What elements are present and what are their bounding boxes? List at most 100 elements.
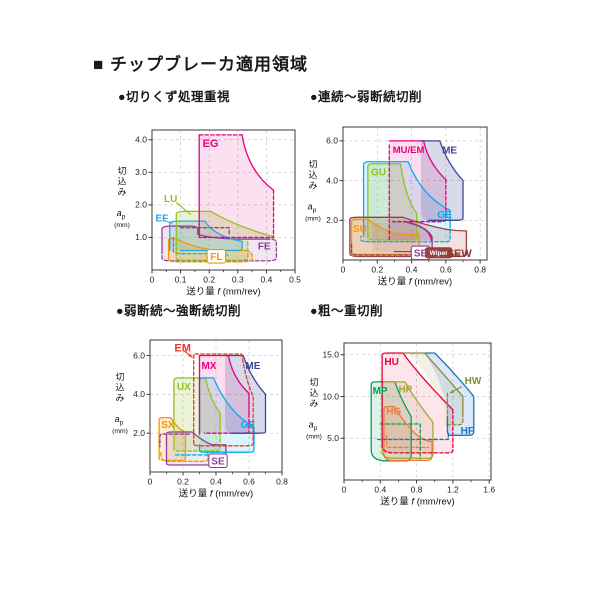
region-GU-area — [367, 163, 417, 240]
chart-chip-control: ●切りくず処理重視 0 0.1 0.2 0.3 0.4 0.5 1.0 2.0 3.0 4.0 送り… — [100, 86, 312, 304]
y-tick-label: 2.0 — [135, 200, 147, 210]
region-MU/EM-area — [389, 140, 446, 241]
region-label-HU: HU — [384, 357, 398, 368]
chart-canvas-continuous: 0 0.2 0.4 0.6 0.8 2.0 4.0 6.0 送り量 f (mm/rev) 切込み a… — [295, 104, 507, 304]
x-tick-label: 0.5 — [289, 275, 301, 285]
x-tick-label: 0.4 — [406, 265, 418, 275]
chart-heading-continuous: ●連続～弱断続切削 — [310, 90, 423, 104]
region-HF-outline-dashed — [376, 432, 449, 441]
region-label-HF: HF — [461, 426, 474, 437]
y-tick-label: 1.0 — [135, 232, 147, 242]
x-tick-label: 0.4 — [374, 485, 386, 495]
region-label-EG: EG — [203, 138, 219, 150]
y-axis-label-char: み — [308, 181, 317, 191]
region-label-MU/EM: MU/EM — [393, 145, 425, 156]
region-GU-outline-dashed — [367, 218, 418, 241]
region-GE-outline — [198, 377, 255, 453]
region-HU-outline — [381, 352, 454, 447]
region-label-HW: HW — [465, 376, 482, 387]
region-HU-area — [382, 353, 453, 453]
x-axis-label: 送り量 f (mm/rev) — [179, 488, 253, 500]
region-HP-outline — [381, 381, 434, 459]
x-axis-label: 送り量 f (mm/rev) — [378, 276, 452, 288]
region-label-Wiper: Wiper — [430, 250, 448, 257]
chart-canvas-interrupted: 0 0.2 0.4 0.6 0.8 2.0 4.0 6.0 送り量 f (mm/rev) 切込み a… — [100, 318, 312, 518]
region-SX-outline-dashed — [158, 450, 209, 462]
y-axis-label-char: 切 — [117, 166, 126, 176]
region-SU-outline — [350, 218, 420, 253]
region-label-GE: GE — [241, 420, 256, 431]
y-tick-label: 15.0 — [322, 349, 339, 359]
y-tick-label: 5.0 — [327, 433, 339, 443]
leader-line-EF — [163, 219, 173, 224]
region-GE-outline-dashed — [360, 223, 451, 243]
region-EG-outline-dashed — [198, 134, 275, 239]
x-tick-label: 0.2 — [371, 265, 383, 275]
region-UX-outline — [173, 377, 221, 447]
x-tick-label: 0.1 — [175, 275, 187, 285]
y-tick-label: 3.0 — [135, 167, 147, 177]
chart-heading-rough-heavy: ●粗～重切削 — [310, 304, 384, 318]
chart-heading-chip-control: ●切りくず処理重視 — [118, 90, 231, 104]
x-tick-label: 0.8 — [276, 477, 288, 487]
region-SEW-outline-dashed — [350, 243, 462, 256]
region-label-FL: FL — [210, 252, 222, 263]
region-label-HP: HP — [398, 385, 412, 396]
region-ME-outline — [420, 140, 464, 221]
region-label-MP: MP — [373, 386, 388, 397]
y-axis-label-symbol: ap — [309, 420, 318, 433]
region-SE-outline-dashed — [159, 433, 191, 448]
region-EF-outline-dashed — [172, 236, 229, 257]
region-EG-area — [199, 134, 274, 238]
region-HF-area — [425, 353, 474, 436]
chart-heading-interrupted: ●弱断続～強断続切削 — [116, 304, 242, 318]
y-axis-label-char: 込 — [308, 170, 317, 180]
x-axis-label: 送り量 f (mm/rev) — [186, 286, 260, 298]
region-MP-outline-dashed — [379, 423, 421, 460]
y-tick-label: 2.0 — [326, 215, 338, 225]
region-label-UX: UX — [177, 382, 191, 393]
y-axis-label-char: み — [309, 399, 318, 409]
region-HG-outline-dashed — [386, 435, 430, 449]
chart-rough-heavy: ●粗～重切削 0 0.4 0.8 1.2 1.6 5.0 10.0 15.0 送り量 f (mm… — [295, 300, 510, 518]
x-tick-label: 0.3 — [232, 275, 244, 285]
region-GE-outline — [362, 161, 451, 237]
y-tick-label: 2.0 — [133, 428, 145, 438]
y-axis-label-unit: (mm) — [306, 434, 322, 441]
y-axis-label-unit: (mm) — [112, 428, 128, 435]
x-tick-label: 0 — [341, 265, 346, 275]
region-label-EM: EM — [174, 342, 191, 354]
region-label-SU: SU — [353, 224, 367, 235]
region-HU-outline-dashed — [381, 409, 454, 454]
region-FE-outline-dashed — [161, 227, 278, 262]
y-axis-label-char: み — [117, 187, 126, 197]
leader-arrow-HW — [450, 389, 455, 394]
region-label-SX: SX — [161, 420, 175, 431]
region-MP-area — [371, 381, 412, 461]
region-SEW-outline — [349, 216, 468, 258]
x-tick-label: 1.2 — [447, 485, 459, 495]
x-tick-label: 0.2 — [177, 477, 189, 487]
region-UX-outline-dashed — [173, 426, 221, 452]
y-tick-label: 6.0 — [326, 136, 338, 146]
y-tick-label: 4.0 — [133, 389, 145, 399]
region-label-GE: GE — [437, 210, 452, 221]
region-SE-area — [372, 222, 433, 252]
x-tick-label: 1.6 — [483, 485, 495, 495]
region-EG-outline — [198, 134, 275, 239]
region-HW-area — [403, 353, 463, 425]
leader-arrow-EM — [188, 353, 193, 358]
region-label-ME: ME — [442, 145, 457, 156]
region-label-badge-SE — [208, 453, 228, 469]
y-axis-label-symbol: ap — [117, 208, 126, 221]
y-tick-label: 6.0 — [133, 350, 145, 360]
y-axis-label-char: 切 — [308, 160, 317, 170]
chart-svg-light-to-heavy-interrupted: 0 0.2 0.4 0.6 0.8 2.0 4.0 6.0 送り量 f (mm/rev) 切込み a… — [112, 339, 288, 500]
region-label-GU: GU — [371, 167, 386, 178]
region-label-badge-FL — [206, 249, 227, 264]
x-tick-label: 0.8 — [474, 265, 486, 275]
y-axis-label-char: み — [115, 393, 124, 403]
y-axis-label-char: 切 — [115, 372, 124, 382]
region-label-LU: LU — [164, 194, 177, 205]
